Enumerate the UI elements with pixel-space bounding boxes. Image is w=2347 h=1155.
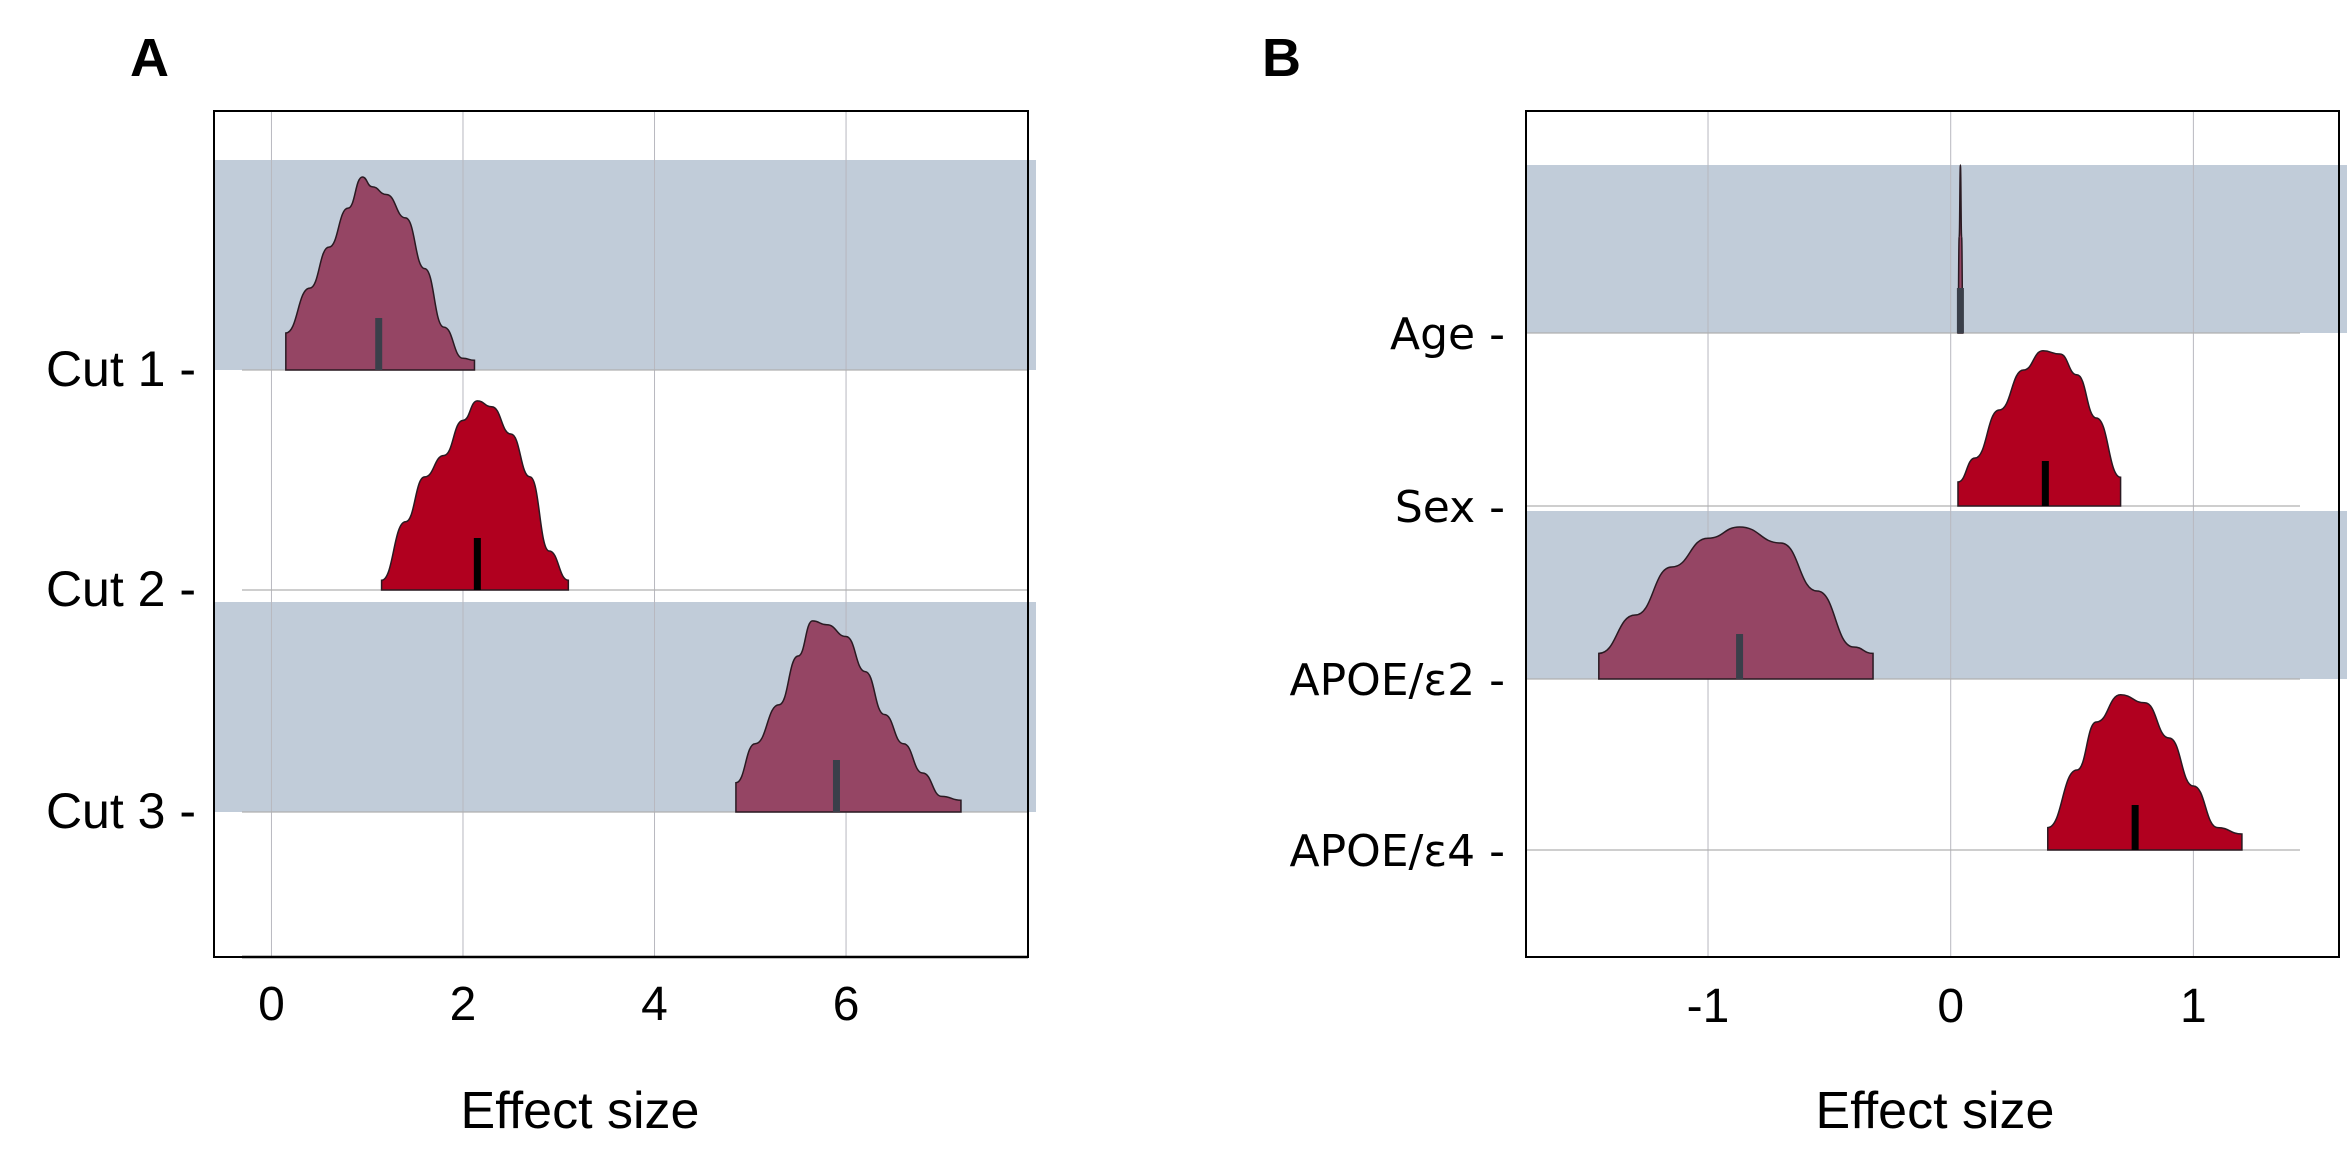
x-tick-label: 0: [1937, 980, 1964, 1033]
median-mark: [1956, 288, 1964, 333]
density-ridge: [285, 176, 476, 371]
density-ridge: [1598, 526, 1874, 680]
x-tick-label: 2: [450, 978, 477, 1031]
plot-border: [1525, 110, 2340, 958]
highlight-band: [1526, 165, 2347, 333]
chart-panel-b: Age - Sex - APOE/ε2 - APOE/ε4 - -1 0 1 Effect s…: [1289, 110, 2347, 1140]
median-mark: [832, 760, 840, 812]
median-mark: [2131, 805, 2139, 850]
panel-letter-b: B: [1262, 28, 1301, 88]
median-mark: [375, 318, 383, 370]
panel-letter-a: A: [130, 28, 169, 88]
category-label: Cut 1 -: [46, 341, 196, 397]
category-label: APOE/ε2 -: [1289, 655, 1505, 706]
chart-panel-a: Cut 1 - Cut 2 - Cut 3 - 0 2 4 6 Effect size: [46, 110, 1036, 1140]
density-ridge: [1957, 350, 2122, 507]
median-mark: [473, 538, 481, 590]
median-mark: [1736, 634, 1744, 679]
category-label: APOE/ε4 -: [1289, 826, 1505, 877]
density-ridge: [2047, 694, 2243, 851]
category-label: Age -: [1390, 309, 1505, 360]
density-ridge: [735, 620, 962, 813]
category-label: Sex -: [1395, 482, 1505, 533]
x-axis-label: Effect size: [461, 1082, 700, 1140]
x-tick-label: 0: [258, 978, 285, 1031]
x-tick-label: 6: [833, 978, 860, 1031]
density-ridge: [380, 400, 570, 591]
category-label: Cut 3 -: [46, 783, 196, 839]
x-tick-label: 1: [2180, 980, 2207, 1033]
category-label: Cut 2 -: [46, 561, 196, 617]
x-tick-label: 4: [641, 978, 668, 1031]
median-mark: [2041, 461, 2049, 506]
x-axis-label: Effect size: [1816, 1082, 2055, 1140]
x-tick-label: -1: [1687, 980, 1730, 1033]
